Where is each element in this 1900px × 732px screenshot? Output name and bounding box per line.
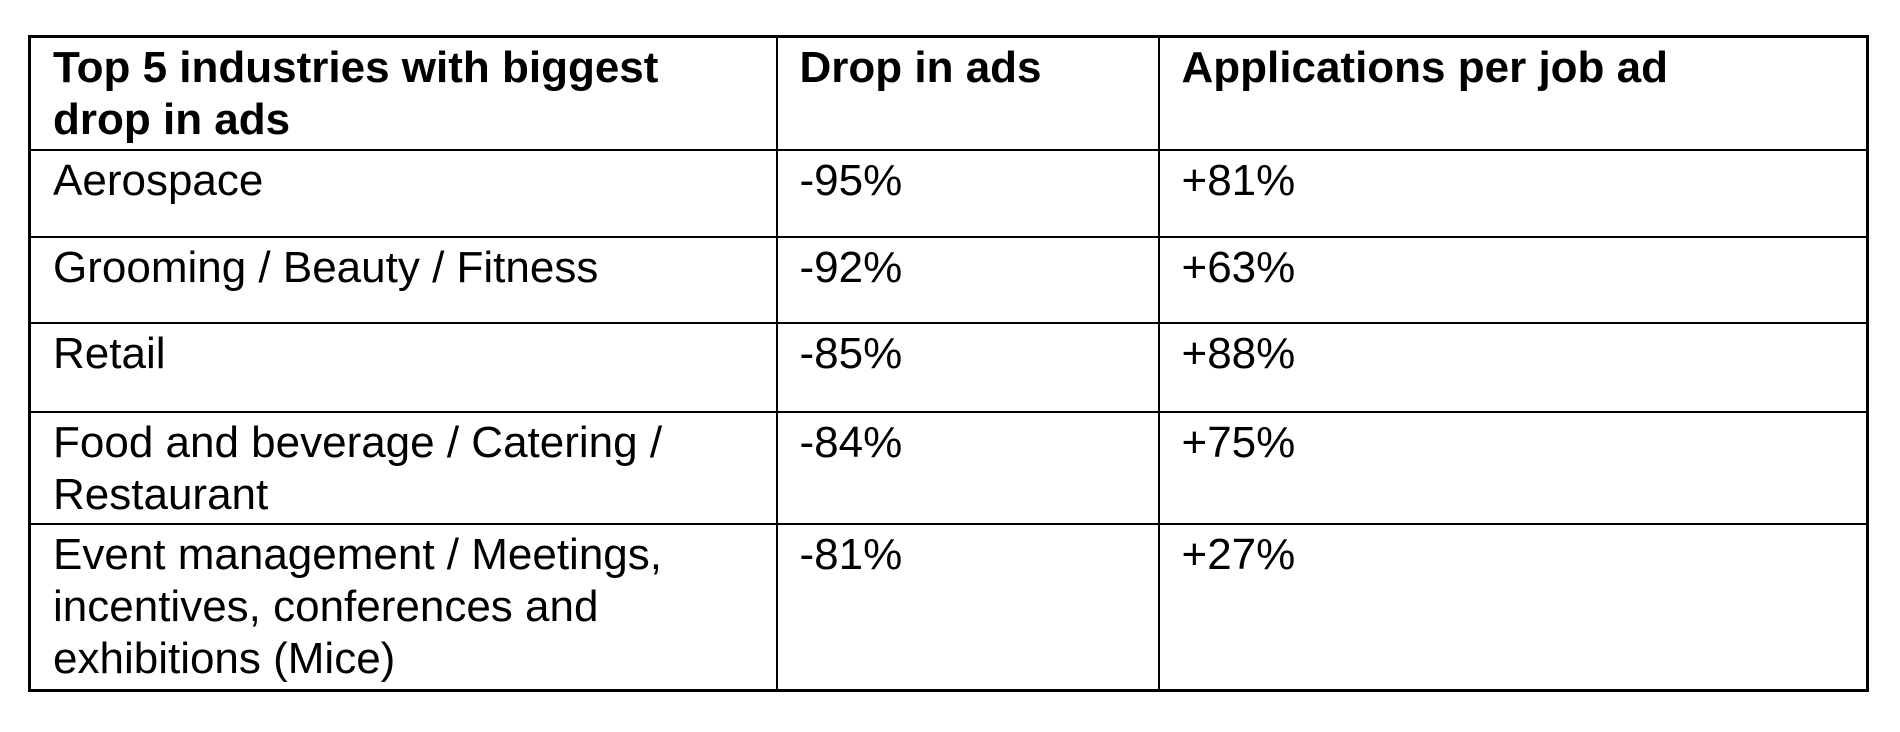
industry-cell: Food and beverage / Catering / Restauran… [28, 410, 778, 525]
table-row: Event management / Meetings, incentives,… [28, 522, 1869, 692]
industries-drop-table: Top 5 industries with biggest drop in ad… [28, 35, 1869, 692]
drop-in-ads-cell: -81% [775, 522, 1160, 692]
table-row: Aerospace -95% +81% [28, 148, 1869, 238]
applications-cell: +27% [1157, 522, 1869, 692]
applications-cell: +63% [1157, 235, 1869, 324]
industry-cell: Event management / Meetings, incentives,… [28, 522, 778, 692]
column-header-industry: Top 5 industries with biggest drop in ad… [28, 35, 778, 151]
industry-cell: Aerospace [28, 148, 778, 238]
drop-in-ads-cell: -92% [775, 235, 1160, 324]
applications-cell: +81% [1157, 148, 1869, 238]
industry-cell: Grooming / Beauty / Fitness [28, 235, 778, 324]
table-row: Grooming / Beauty / Fitness -92% +63% [28, 235, 1869, 324]
table-row: Retail -85% +88% [28, 321, 1869, 413]
industry-cell: Retail [28, 321, 778, 413]
column-header-applications-per-job-ad: Applications per job ad [1157, 35, 1869, 151]
drop-in-ads-cell: -84% [775, 410, 1160, 525]
table-header-row: Top 5 industries with biggest drop in ad… [28, 35, 1869, 151]
table-row: Food and beverage / Catering / Restauran… [28, 410, 1869, 525]
drop-in-ads-cell: -95% [775, 148, 1160, 238]
applications-cell: +88% [1157, 321, 1869, 413]
column-header-drop-in-ads: Drop in ads [775, 35, 1160, 151]
drop-in-ads-cell: -85% [775, 321, 1160, 413]
applications-cell: +75% [1157, 410, 1869, 525]
